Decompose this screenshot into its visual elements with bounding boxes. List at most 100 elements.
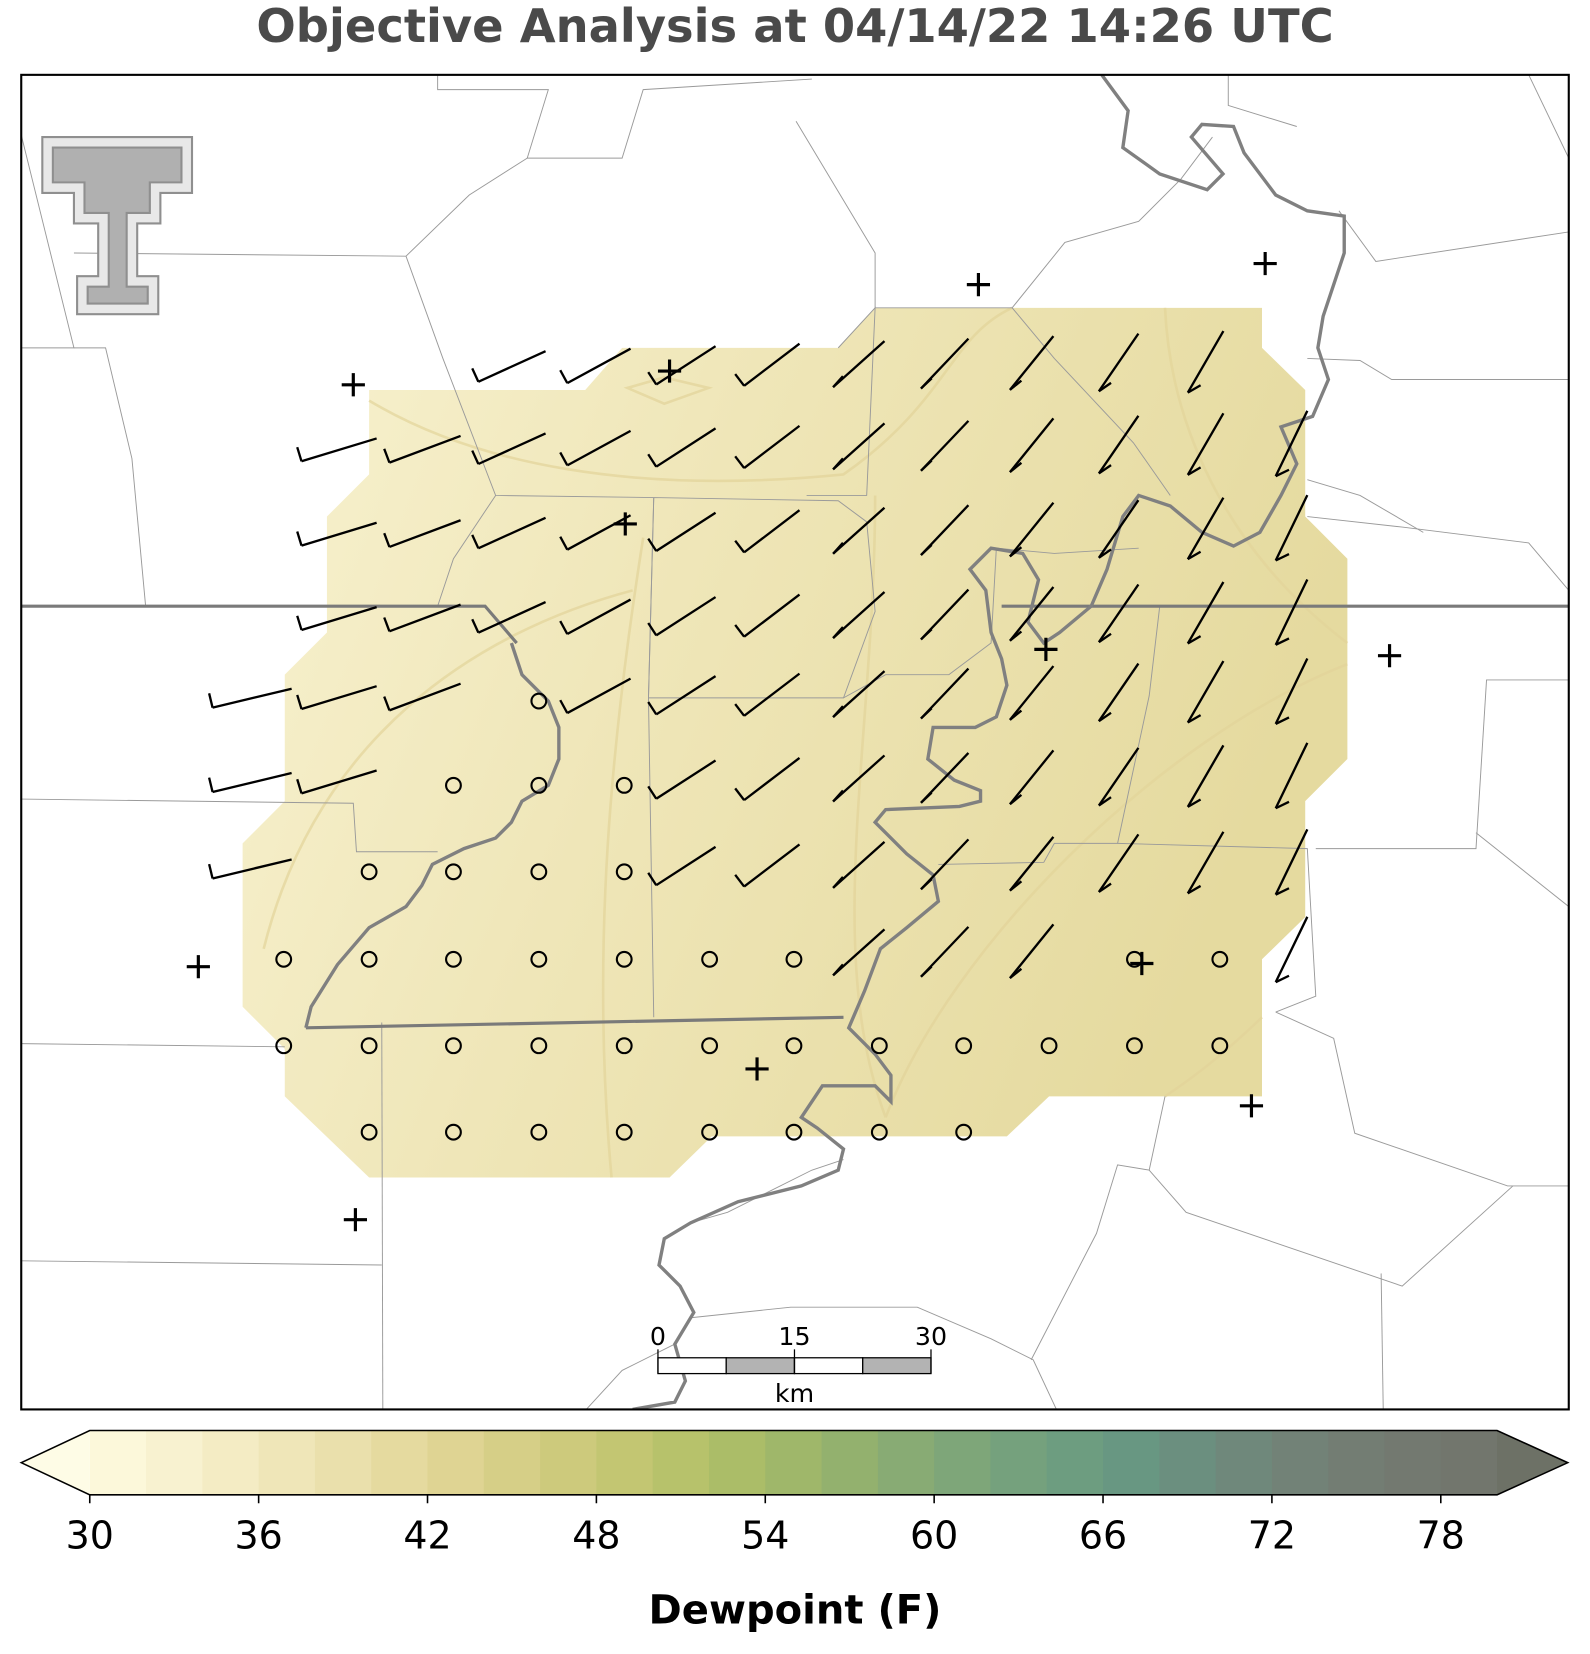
wind-barb-tick — [832, 375, 844, 388]
station-marker — [1239, 1094, 1264, 1118]
scale-segment — [657, 1357, 727, 1375]
wind-barb — [477, 516, 547, 550]
wind-barb — [832, 841, 886, 889]
wind-barb-tick — [207, 693, 214, 708]
wind-barb-tick — [734, 624, 746, 638]
wind-barb-tick — [920, 965, 933, 978]
station-marker — [745, 1057, 769, 1081]
colorbar-bin — [1384, 1430, 1442, 1495]
wind-barb-tick — [832, 457, 844, 471]
wind-barb-tick — [734, 373, 746, 387]
colorbar-over — [1497, 1430, 1568, 1495]
wind-barb-tick — [559, 620, 569, 635]
wind-barb-tick — [296, 694, 303, 710]
wind-barb-tick — [1098, 882, 1112, 893]
colorbar-bin — [877, 1430, 935, 1495]
colorbar-bin — [202, 1430, 260, 1495]
wind-barb — [743, 593, 801, 638]
wind-barb — [832, 754, 886, 803]
colorbar-tick-label: 54 — [741, 1514, 789, 1558]
wind-barb — [1009, 923, 1055, 979]
wind-barb — [301, 685, 377, 711]
calm-marker — [530, 1037, 548, 1055]
calm-marker — [615, 950, 633, 968]
wind-barb-tick — [1009, 630, 1023, 642]
wind-barb-tick — [471, 450, 480, 465]
wind-barb-tick — [296, 778, 303, 794]
wind-barb — [388, 434, 461, 464]
wind-barb — [655, 345, 717, 386]
wind-barb-tick — [1275, 974, 1290, 984]
wind-barb-tick — [1009, 709, 1023, 721]
wind-barb — [212, 858, 292, 880]
calm-marker — [1211, 950, 1229, 968]
wind-barb — [1186, 660, 1225, 724]
wind-barb-tick — [1275, 800, 1290, 810]
scale-tick-label: 0 — [650, 1322, 666, 1351]
wind-barb — [832, 591, 886, 639]
wind-barb — [1097, 833, 1140, 893]
wind-barb — [1274, 494, 1309, 562]
wind-barb — [1009, 586, 1055, 642]
wind-barb-tick — [1275, 887, 1290, 896]
colorbar-tick-label: 42 — [403, 1514, 451, 1558]
calm-marker — [445, 1123, 462, 1141]
wind-barb — [832, 340, 886, 389]
stations — [186, 251, 1402, 1232]
wind-barb-tick — [647, 785, 658, 800]
wind-barb-tick — [647, 701, 658, 716]
wind-barb-tick — [1098, 796, 1112, 807]
calm-marker — [360, 863, 378, 881]
wind-barb-tick — [559, 369, 569, 384]
wind-barb — [1274, 916, 1309, 983]
wind-barb — [1186, 831, 1225, 894]
wind-barb-tick — [296, 615, 303, 631]
colorbar-bin — [1215, 1430, 1273, 1495]
wind-barb-tick — [734, 455, 746, 469]
colorbar-bin — [483, 1430, 541, 1495]
wind-barb — [566, 677, 632, 715]
wind-barb — [655, 759, 717, 800]
station-marker — [1377, 644, 1402, 668]
wind-barb-tick — [920, 628, 933, 641]
wind-barb-tick — [1009, 967, 1023, 980]
wind-barb-tick — [1098, 711, 1112, 723]
wind-barb-tick — [734, 539, 746, 554]
wind-barb-tick — [559, 536, 569, 551]
calm-marker — [360, 1123, 378, 1141]
wind-barb-tick — [920, 878, 933, 891]
wind-barb — [1186, 412, 1225, 476]
wind-barb — [566, 429, 632, 467]
analysis-shading — [242, 307, 1348, 1178]
colorbar-tick-label: 72 — [1248, 1514, 1296, 1558]
wind-barb-tick — [1187, 798, 1202, 808]
station-marker — [1130, 951, 1154, 976]
wind-barb-tick — [920, 544, 933, 556]
station-marker — [613, 512, 637, 536]
colorbar-bin — [371, 1430, 429, 1495]
calm-marker — [530, 692, 548, 710]
calm-marker — [530, 1123, 548, 1141]
wind-barb — [743, 342, 801, 387]
wind-barb-tick — [383, 696, 391, 711]
colorbar-bin — [1103, 1430, 1160, 1495]
calm-marker — [870, 1037, 888, 1055]
wind-barb — [743, 424, 801, 469]
wind-barb — [655, 596, 717, 637]
wind-barb-tick — [1009, 461, 1023, 474]
wind-barb — [388, 682, 461, 712]
wind-barb-tick — [1098, 632, 1112, 644]
calm-marker — [275, 1037, 293, 1055]
wind-barb — [566, 347, 632, 385]
wind-barb-tick — [920, 707, 933, 720]
wind-barb — [1009, 501, 1055, 558]
colorbar-bin — [1159, 1430, 1217, 1495]
wind-barb-tick — [1275, 637, 1290, 646]
wind-barb-tick — [471, 367, 480, 383]
colorbar-bin — [1271, 1430, 1329, 1495]
wind-barb-tick — [734, 787, 746, 801]
wind-barb-tick — [207, 863, 214, 879]
calm-marker — [1126, 1037, 1143, 1055]
wind-barb — [743, 843, 801, 888]
wind-barb-tick — [559, 451, 569, 466]
